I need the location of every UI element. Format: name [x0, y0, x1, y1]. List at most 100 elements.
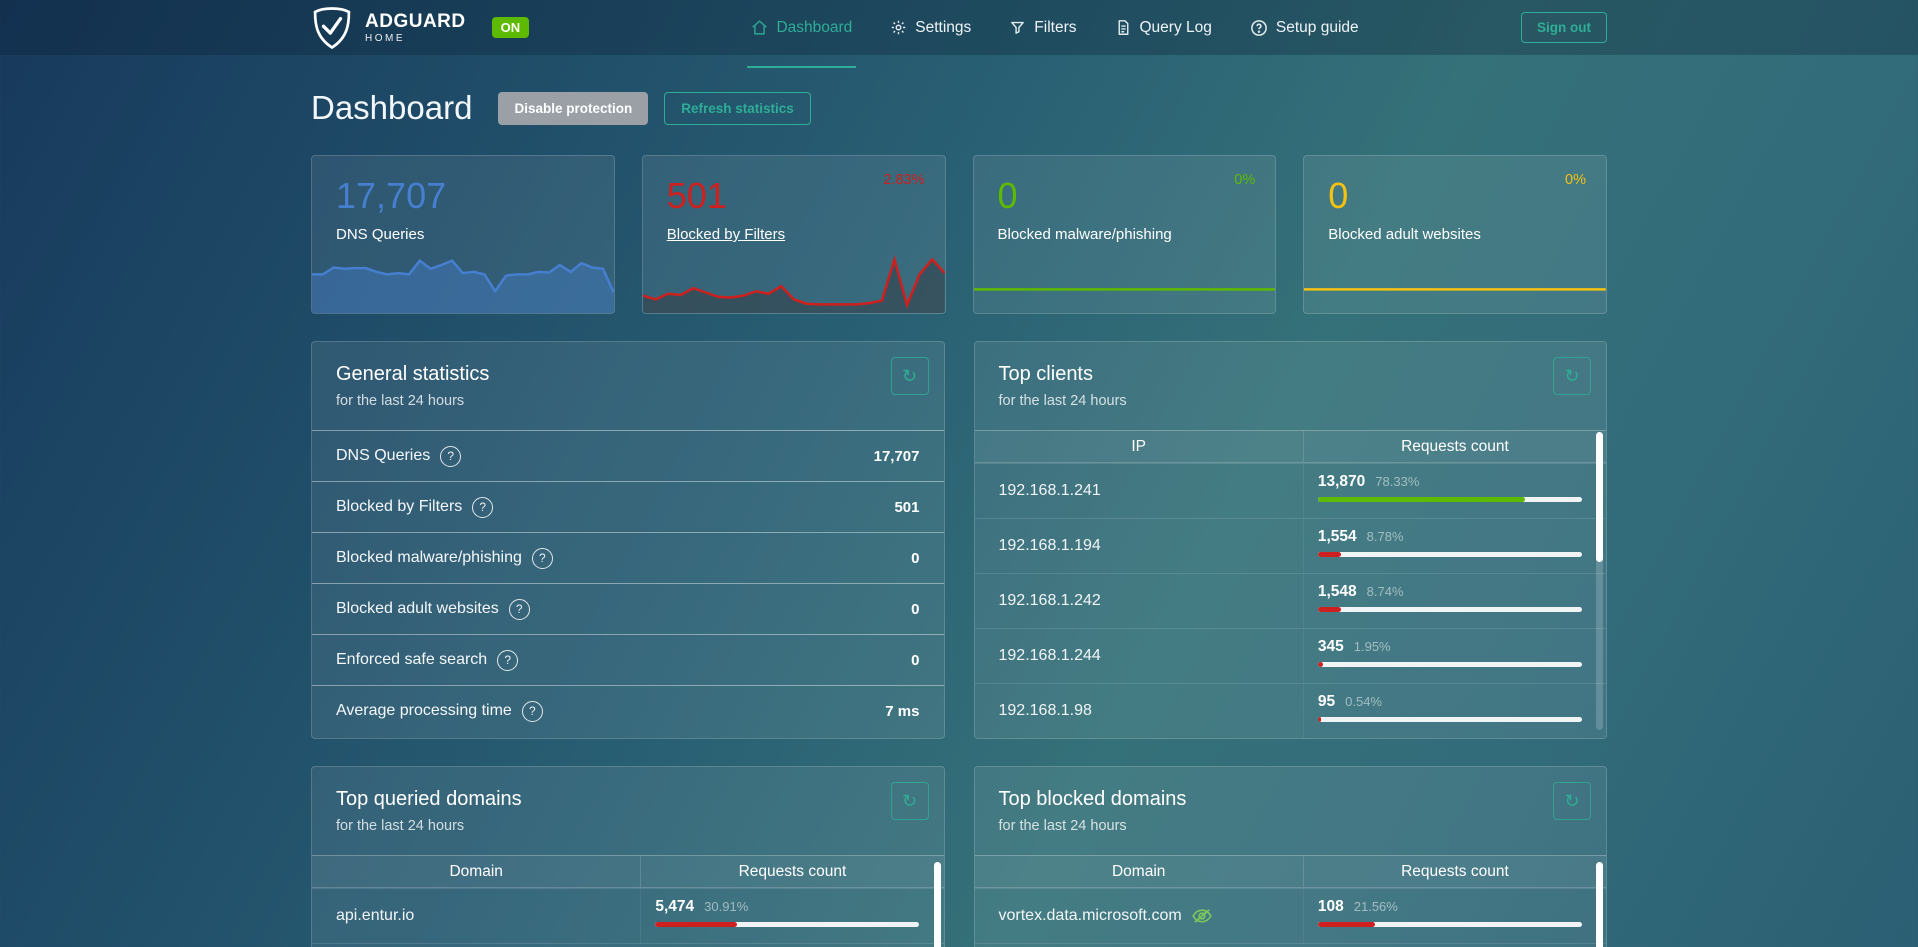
request-count: 95: [1317, 693, 1336, 710]
eye-off-unblock-icon[interactable]: [1191, 908, 1213, 924]
stat-row: Enforced safe search? 0: [312, 634, 944, 685]
requests-cell: 95 0.54%: [1302, 684, 1606, 738]
help-icon[interactable]: ?: [472, 496, 494, 518]
stat-value: 0: [911, 549, 920, 567]
column-header-domain: Domain: [1111, 862, 1166, 880]
table-row: 192.168.1.194 1,554 8.78%: [974, 518, 1606, 573]
help-icon[interactable]: ?: [440, 445, 462, 467]
dns-queries-value: 17,707: [336, 175, 447, 216]
request-count: 1,554: [1317, 528, 1357, 545]
dns-queries-label: DNS Queries: [336, 226, 425, 243]
requests-cell: 108 21.56%: [1302, 889, 1606, 943]
nav-settings[interactable]: Settings: [890, 0, 971, 55]
gear-icon: [892, 20, 906, 35]
client-ip: 192.168.1.194: [998, 537, 1101, 554]
requests-cell: 1,548 8.74%: [1302, 574, 1606, 628]
stat-label: DNS Queries: [336, 447, 431, 464]
table-header: Domain Requests count: [974, 855, 1606, 888]
panel-subtitle: for the last 24 hours: [336, 393, 465, 409]
client-ip: 192.168.1.242: [998, 592, 1101, 609]
sign-out-button[interactable]: Sign out: [1521, 12, 1607, 43]
blocked-malware-sparkline: [974, 241, 1276, 313]
card-dns-queries: 17,707 DNS Queries: [311, 155, 615, 314]
refresh-panel-button[interactable]: ↻: [890, 782, 929, 820]
refresh-panel-button[interactable]: ↻: [1553, 782, 1591, 820]
stat-value: 0: [911, 600, 920, 618]
top-clients-header: Top clients for the last 24 hours ↻: [975, 342, 1607, 430]
panel-title: Top queried domains: [336, 788, 522, 810]
bottom-panels: Top queried domains for the last 24 hour…: [311, 766, 1607, 947]
question-circle-icon: [1251, 19, 1267, 36]
main-nav: Dashboard Settings Filters Query Log Set…: [589, 0, 1521, 68]
table-row: 192.168.1.98 95 0.54%: [974, 683, 1606, 738]
requests-cell: 5,474 30.91%: [640, 889, 943, 943]
scrollbar-thumb[interactable]: [1596, 432, 1603, 562]
top-clients-panel: Top clients for the last 24 hours ↻ IP R…: [973, 341, 1607, 739]
domain-name: api.entur.io: [336, 907, 415, 924]
stat-row: DNS Queries? 17,707: [312, 430, 944, 481]
scrollbar-track[interactable]: [1596, 432, 1603, 730]
blocked-filters-link[interactable]: Blocked by Filters: [666, 226, 786, 243]
title-row: Dashboard Disable protection Refresh sta…: [311, 89, 1607, 127]
column-header-domain: Domain: [449, 862, 503, 880]
stat-row: Blocked by Filters? 501: [312, 481, 944, 532]
refresh-icon: ↻: [901, 366, 918, 386]
client-ip: 192.168.1.98: [998, 702, 1092, 719]
nav-label: Query Log: [1139, 18, 1212, 36]
panel-title: Top clients: [998, 363, 1094, 385]
request-percent: 8.74%: [1366, 584, 1404, 599]
request-percent: 0.54%: [1345, 694, 1382, 709]
request-percent: 78.33%: [1375, 474, 1420, 489]
top-bar: ADGUARD HOME ON Dashboard Settings Filte…: [0, 0, 1918, 68]
top-queried-domains-panel: Top queried domains for the last 24 hour…: [311, 766, 945, 947]
card-blocked-by-filters: 2.83% 501 Blocked by Filters: [641, 155, 946, 314]
refresh-panel-button[interactable]: ↻: [1553, 357, 1591, 395]
dns-queries-sparkline: [312, 241, 614, 313]
progress-bar: [1317, 552, 1582, 557]
blocked-adult-label: Blocked adult websites: [1328, 226, 1481, 243]
help-icon[interactable]: ?: [521, 700, 543, 722]
document-icon: [1118, 20, 1128, 35]
refresh-icon: ↻: [1564, 366, 1580, 386]
help-icon[interactable]: ?: [508, 598, 530, 620]
table-row: [312, 943, 944, 947]
table-row: [974, 943, 1606, 947]
progress-bar: [1317, 662, 1582, 667]
request-percent: 8.78%: [1366, 529, 1404, 544]
nav-dashboard[interactable]: Dashboard: [747, 0, 857, 68]
stat-label: Blocked adult websites: [336, 600, 499, 617]
disable-protection-button[interactable]: Disable protection: [498, 91, 649, 125]
request-count: 1,548: [1317, 583, 1357, 600]
nav-setup-guide[interactable]: Setup guide: [1250, 0, 1359, 55]
top-blocked-domains-panel: Top blocked domains for the last 24 hour…: [973, 766, 1607, 947]
scrollbar-thumb[interactable]: [933, 862, 941, 947]
progress-bar: [1317, 922, 1582, 927]
column-header-requests: Requests count: [1302, 431, 1606, 462]
stat-value: 501: [894, 498, 920, 516]
help-icon[interactable]: ?: [531, 547, 553, 569]
refresh-icon: ↻: [1564, 791, 1580, 811]
client-ip: 192.168.1.244: [998, 647, 1101, 664]
top-blocked-header: Top blocked domains for the last 24 hour…: [975, 767, 1607, 855]
nav-filters[interactable]: Filters: [1009, 0, 1077, 55]
refresh-panel-button[interactable]: ↻: [890, 357, 929, 395]
scrollbar-thumb[interactable]: [1596, 862, 1603, 947]
help-icon[interactable]: ?: [497, 649, 519, 671]
general-statistics-panel: General statistics for the last 24 hours…: [311, 341, 945, 739]
nav-query-log[interactable]: Query Log: [1115, 0, 1212, 55]
table-row: vortex.data.microsoft.com 108 21.56%: [974, 888, 1606, 943]
stat-row: Average processing time? 7 ms: [312, 685, 944, 736]
stat-row: Blocked adult websites? 0: [312, 583, 944, 634]
nav-label: Dashboard: [776, 18, 853, 36]
domain-name: vortex.data.microsoft.com: [998, 907, 1182, 924]
adguard-shield-logo-icon: [313, 6, 351, 49]
blocked-filters-percent: 2.83%: [883, 172, 925, 188]
requests-cell: 1,554 8.78%: [1302, 519, 1606, 573]
client-ip: 192.168.1.241: [998, 482, 1101, 499]
table-row: api.entur.io 5,474 30.91%: [312, 888, 944, 943]
funnel-icon: [1011, 21, 1025, 34]
request-percent: 30.91%: [704, 899, 749, 914]
column-header-requests: Requests count: [1302, 856, 1606, 887]
refresh-statistics-button[interactable]: Refresh statistics: [664, 91, 811, 125]
progress-bar: [1317, 717, 1582, 722]
